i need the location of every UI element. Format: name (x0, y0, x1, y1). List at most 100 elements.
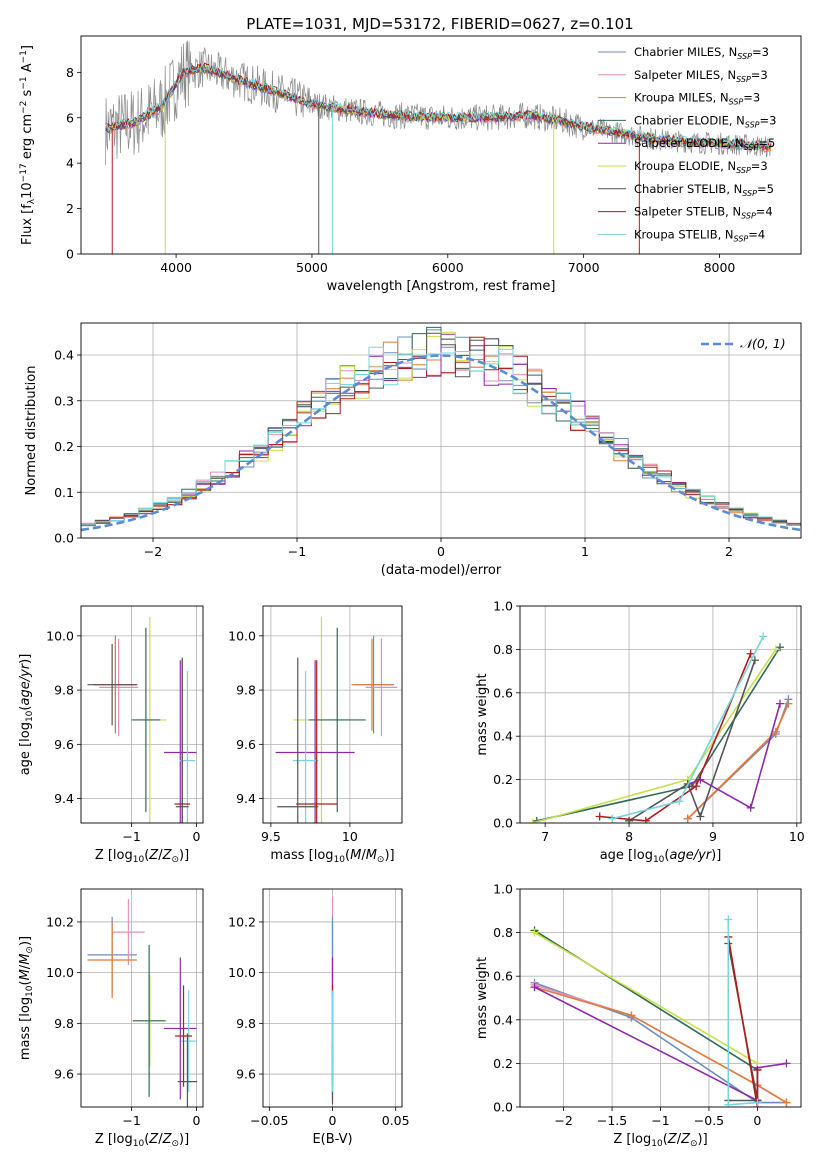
mass_vs_Z-chart-frame (80, 888, 204, 1108)
age_vs_mass-chart-ytick-label: 9.6 (236, 737, 256, 752)
weight_vs_age-point-kroupa_stelib (608, 814, 617, 823)
weight_vs_age-point-salpeter_stelib (746, 649, 755, 658)
spectrum-chart-ytick-label: 0 (66, 247, 74, 262)
weight_vs_age-point-kroupa_miles (683, 814, 692, 823)
spectrum-chart-xtick-label: 7000 (568, 260, 600, 275)
residuals-chart-xtick-label: −1 (288, 544, 306, 559)
age_vs_Z-ylabel: age [log10(age/yr)] (18, 654, 35, 776)
mass_vs_ebv-chart-ytick-label: 9.8 (236, 1016, 256, 1031)
weight_vs_age-chart-ytick-label: 1.0 (493, 599, 513, 614)
legend-entry-chabrier_stelib: Chabrier STELIB, NSSP=5 (634, 182, 774, 198)
spectrum-chart-xtick-label: 6000 (432, 260, 464, 275)
age_vs_Z-chart-xtick-label: −1 (122, 829, 140, 844)
mass_vs_Z-chart: −1 0 9.6 9.8 10.0 10.2 Z [log10(Z/Z⊙)] mass [lo… (18, 888, 204, 1149)
weight_vs_age-chart: 7 8 9 10 0.0 0.2 0.4 0.6 0.8 1.0 age [log10(age/yr… (475, 599, 805, 866)
weight_vs_Z-chart-xtick-label: −1 (651, 1113, 669, 1128)
age_vs_Z-chart-ytick-label: 9.6 (54, 737, 74, 752)
mass_vs_Z-chart-ytick-label: 9.8 (54, 1016, 74, 1031)
weight_vs_age-point-chabrier_stelib (625, 816, 634, 823)
age_vs_Z-xlabel: Z [log10(Z/Z⊙)] (95, 848, 189, 865)
mass_vs_Z-chart-xtick-label: −1 (122, 1113, 140, 1128)
weight_vs_Z-ylabel: mass weight (475, 957, 490, 1039)
mass_vs_ebv-chart-xtick-label: 0.05 (382, 1113, 410, 1128)
weight_vs_age-point-salpeter_elodie (776, 699, 785, 708)
weight_vs_age-point-chabrier_stelib (750, 656, 759, 665)
residual-hist-kroupa_stelib (81, 346, 801, 526)
spectrum-chart-frame (80, 35, 802, 255)
weight_vs_Z-chart: −2 −1.5 −1 −0.5 0 0.0 0.2 0.4 0.6 0.8 1.0 Z [log10(… (475, 882, 802, 1149)
weight_vs_Z-point-kroupa_stelib (724, 1100, 733, 1107)
weight_vs_Z-point-kroupa_elodie (530, 928, 539, 937)
age_vs_mass-chart-xtick-label: 9.5 (261, 829, 281, 844)
weight_vs_Z-point-kroupa_stelib (724, 915, 733, 924)
weight_vs_age-series-chabrier_stelib (628, 660, 756, 822)
residual-hist-salpeter_stelib (81, 336, 801, 526)
mass_vs_Z-chart-ytick-label: 9.6 (54, 1067, 74, 1082)
legend-entry-salpeter_elodie: Salpeter ELODIE, NSSP=5 (634, 136, 775, 152)
weight_vs_age-chart-ytick-label: 0.2 (493, 772, 513, 787)
weight_vs_age-point-kroupa_miles (771, 727, 780, 736)
weight_vs_Z-point-salpeter_elodie (782, 1059, 791, 1068)
weight_vs_Z-point-salpeter_stelib (753, 1065, 762, 1074)
weight_vs_age-xlabel: age [log10(age/yr)] (600, 848, 722, 865)
weight_vs_Z-chart-xtick-label: −1.5 (597, 1113, 627, 1128)
legend-entry-kroupa_elodie: Kroupa ELODIE, NSSP=3 (634, 159, 768, 175)
weight_vs_Z-chart-ytick-label: 0.6 (493, 969, 513, 984)
residuals-chart-xtick-label: 2 (725, 544, 733, 559)
weight_vs_Z-chart-ytick-label: 0.4 (493, 1012, 513, 1027)
spectrum-xlabel: wavelength [Angstrom, rest frame] (327, 279, 556, 294)
age_vs_mass-chart-frame (262, 605, 403, 824)
age_vs_Z-chart-frame (80, 605, 204, 824)
legend-entry-chabrier_elodie: Chabrier ELODIE, NSSP=3 (634, 113, 776, 129)
weight_vs_age-point-kroupa_stelib (675, 797, 684, 806)
age_vs_Z-chart-xtick-label: 0 (193, 829, 201, 844)
weight_vs_age-chart-xtick-label: 9 (709, 829, 717, 844)
weight_vs_age-chart-ytick-label: 0.6 (493, 685, 513, 700)
mass_vs_Z-ylabel: mass [log10(M/M⊙)] (18, 936, 35, 1060)
weight_vs_age-chart-xtick-label: 7 (541, 829, 549, 844)
weight_vs_Z-chart-ytick-label: 0.8 (493, 925, 513, 940)
weight_vs_age-point-chabrier_stelib (696, 812, 705, 821)
age_vs_mass-chart-xtick-label: 10 (342, 829, 358, 844)
residual-hist-salpeter_elodie (81, 333, 801, 525)
weight_vs_age-chart-ytick-label: 0.0 (493, 816, 513, 831)
mass_vs_ebv-chart-xtick-label: 0 (329, 1113, 337, 1128)
spectrum-chart-xtick-label: 8000 (704, 260, 736, 275)
weight_vs_age-chart-frame (519, 605, 802, 824)
residuals-chart-plot (81, 323, 801, 538)
residuals-xlabel: (data-model)/error (381, 563, 502, 578)
age_vs_Z-chart-ytick-label: 9.4 (54, 791, 74, 806)
spectrum-chart-ytick-label: 6 (66, 110, 74, 125)
mass_vs_Z-chart-plot (81, 889, 203, 1107)
age_vs_Z-chart: −1 0 9.4 9.6 9.8 10.0 Z [log10(Z/Z⊙)] age [log1… (18, 605, 204, 865)
legend-entry-salpeter_stelib: Salpeter STELIB, NSSP=4 (634, 205, 773, 221)
spectrum-chart-ytick-label: 2 (66, 201, 74, 216)
weight_vs_Z-chart-ytick-label: 0.0 (493, 1100, 513, 1115)
age_vs_Z-chart-plot (81, 606, 203, 823)
legend-normal-label: 𝒩(0, 1) (740, 336, 786, 351)
weight_vs_Z-chart-xtick-label: −0.5 (694, 1113, 724, 1128)
spectrum-model-kroupa_stelib (105, 63, 772, 149)
weight_vs_Z-series-salpeter_stelib (727, 936, 759, 1107)
residuals-chart-ytick-label: 0.4 (54, 348, 74, 363)
weight_vs_Z-point-kroupa_miles (782, 1098, 791, 1107)
spectrum-chart-ytick-label: 8 (66, 65, 74, 80)
residuals-chart-ytick-label: 0.0 (54, 531, 74, 546)
weight_vs_Z-point-kroupa_stelib (753, 1098, 762, 1107)
legend-entry-salpeter_miles: Salpeter MILES, NSSP=3 (634, 68, 768, 84)
residuals-ylabel: Normed distribution (24, 366, 39, 496)
mass_vs_ebv-chart-ytick-label: 10.2 (228, 914, 256, 929)
age_vs_mass-xlabel: mass [log10(M/M⊙)] (270, 848, 394, 865)
spectrum-model-salpeter_stelib (105, 62, 772, 150)
age_vs_Z-chart-ytick-label: 9.8 (54, 683, 74, 698)
weight_vs_age-point-salpeter_elodie (746, 803, 755, 812)
mass_vs_ebv-chart: −0.05 0 0.05 9.6 9.8 10.0 10.2 E(B-V) (228, 888, 410, 1147)
legend-entry-chabrier_miles: Chabrier MILES, NSSP=3 (634, 45, 769, 61)
age_vs_mass-chart-ytick-label: 10.0 (228, 628, 256, 643)
spectrum-legend: Chabrier MILES, NSSP=3 Salpeter MILES, NS… (598, 45, 776, 243)
weight_vs_age-point-chabrier_elodie (776, 643, 785, 652)
mass_vs_ebv-chart-xtick-label: −0.05 (250, 1113, 288, 1128)
weight_vs_age-point-salpeter_stelib (692, 782, 701, 791)
age_vs_mass-chart-plot (263, 606, 402, 823)
legend-entry-kroupa_miles: Kroupa MILES, NSSP=3 (634, 91, 760, 107)
